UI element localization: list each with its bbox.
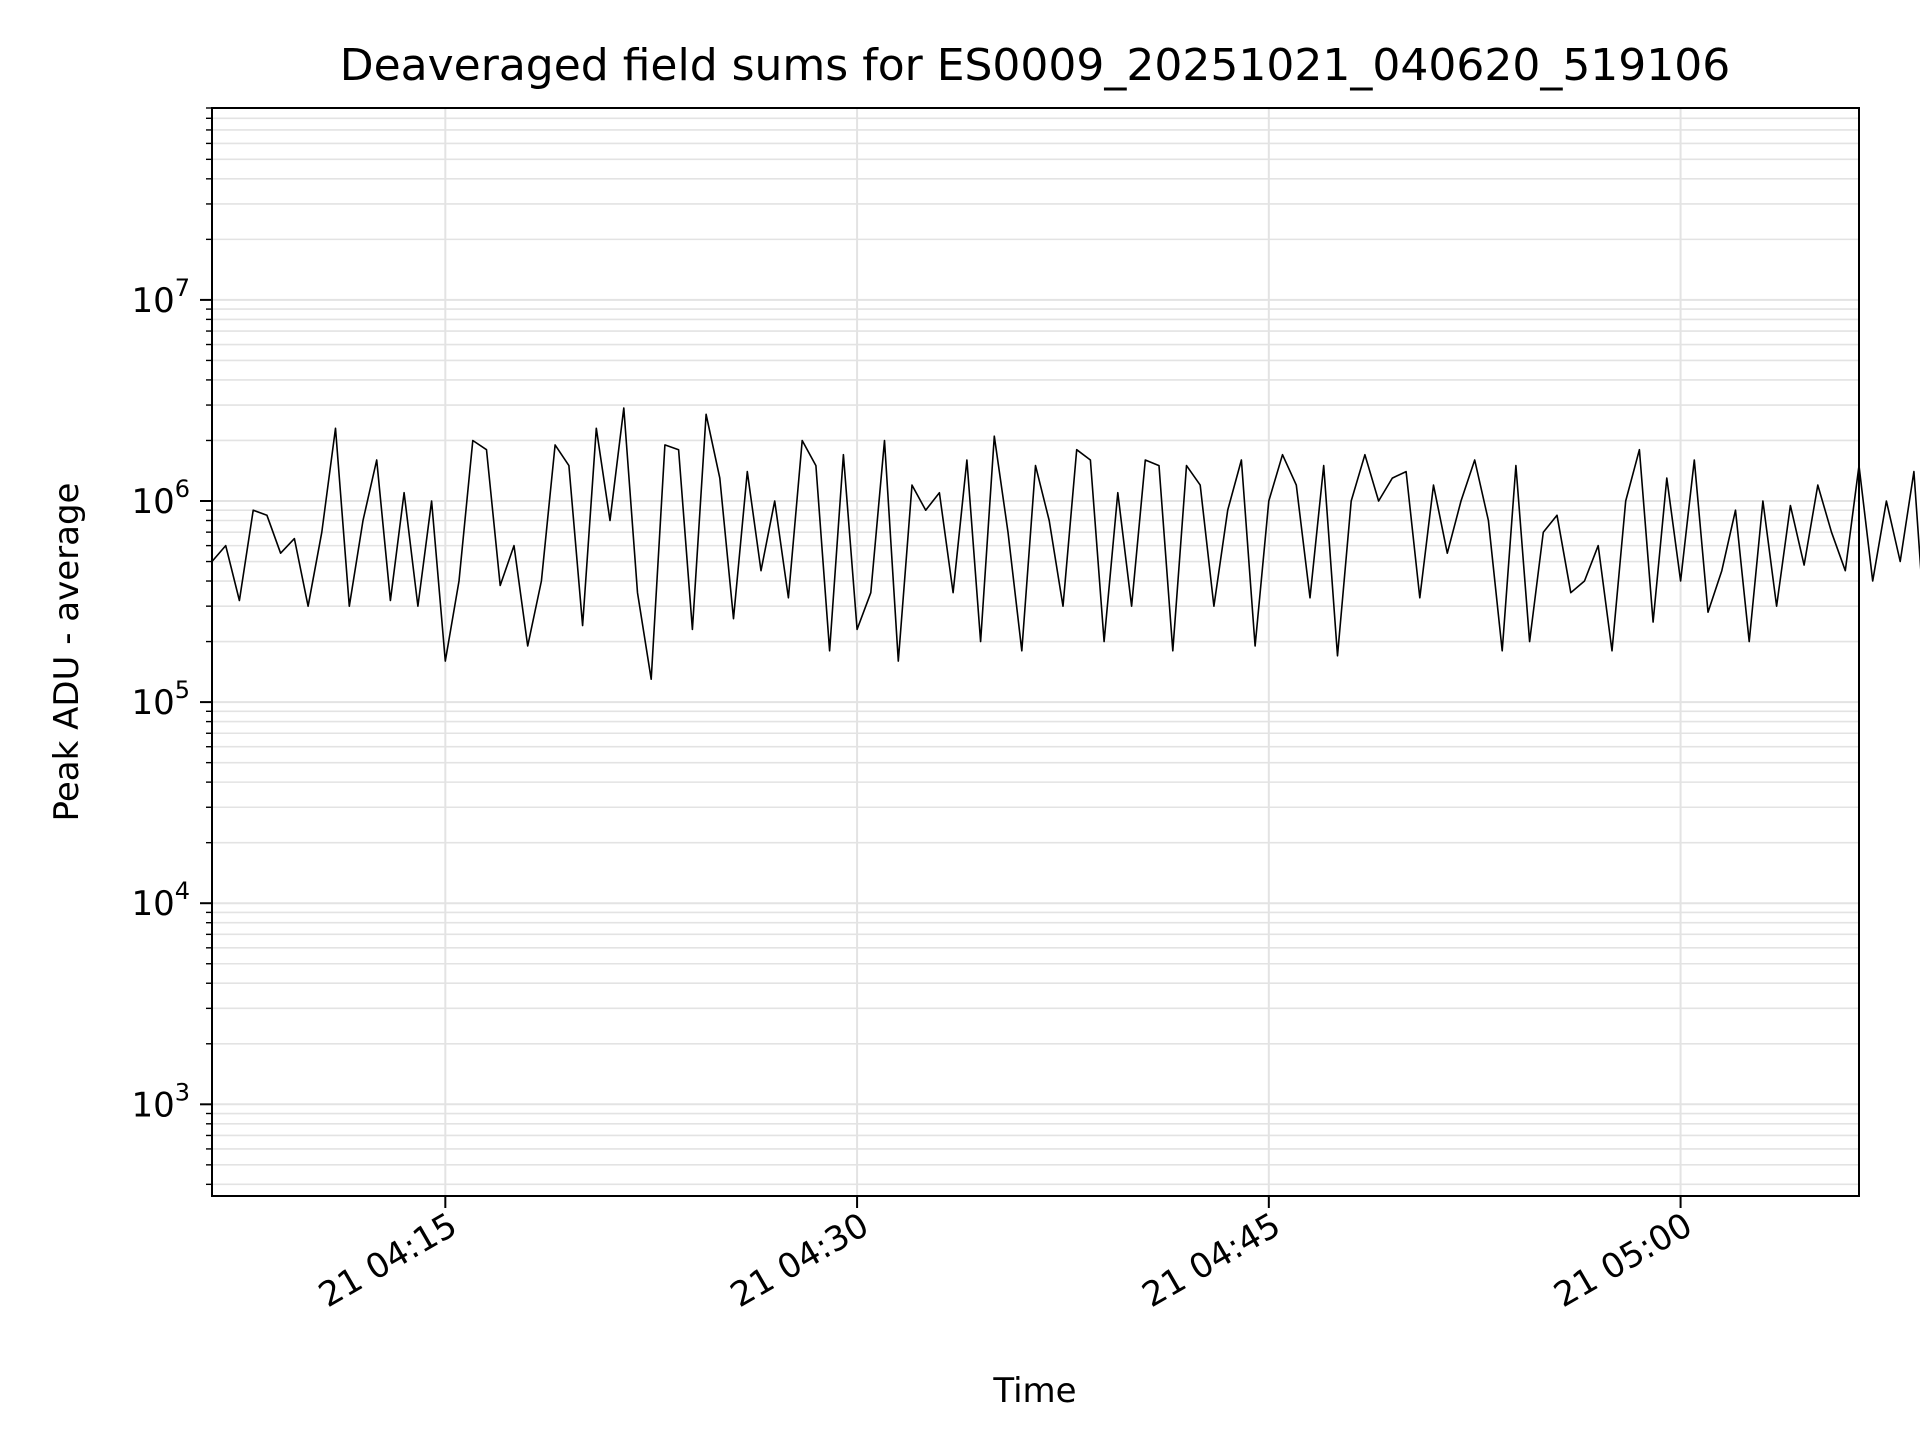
y-tick-label: 107: [131, 274, 190, 321]
x-axis-label: Time: [992, 1371, 1076, 1411]
y-tick-exponent: 3: [175, 1078, 190, 1106]
series-line-group: [211, 407, 1920, 681]
y-tick-base: 10: [131, 884, 174, 924]
y-tick-label: 106: [131, 475, 190, 522]
y-tick-exponent: 7: [175, 274, 190, 302]
y-tick-base: 10: [131, 683, 174, 723]
chart-title: Deaveraged field sums for ES0009_2025102…: [340, 40, 1731, 91]
plot-frame: [211, 107, 1860, 1197]
y-tick-exponent: 6: [175, 475, 190, 503]
y-tick-base: 10: [131, 482, 174, 522]
y-tick-label: 103: [131, 1078, 190, 1125]
y-axis-label: Peak ADU - average: [47, 483, 87, 822]
y-tick-exponent: 5: [175, 676, 190, 704]
y-tick-base: 10: [131, 1085, 174, 1125]
y-tick-exponent: 4: [175, 877, 190, 905]
series-line: [211, 407, 1920, 681]
grid: [212, 107, 1859, 1196]
y-tick-label: 105: [131, 676, 190, 723]
y-tick-base: 10: [131, 281, 174, 321]
y-tick-label: 104: [131, 877, 190, 924]
